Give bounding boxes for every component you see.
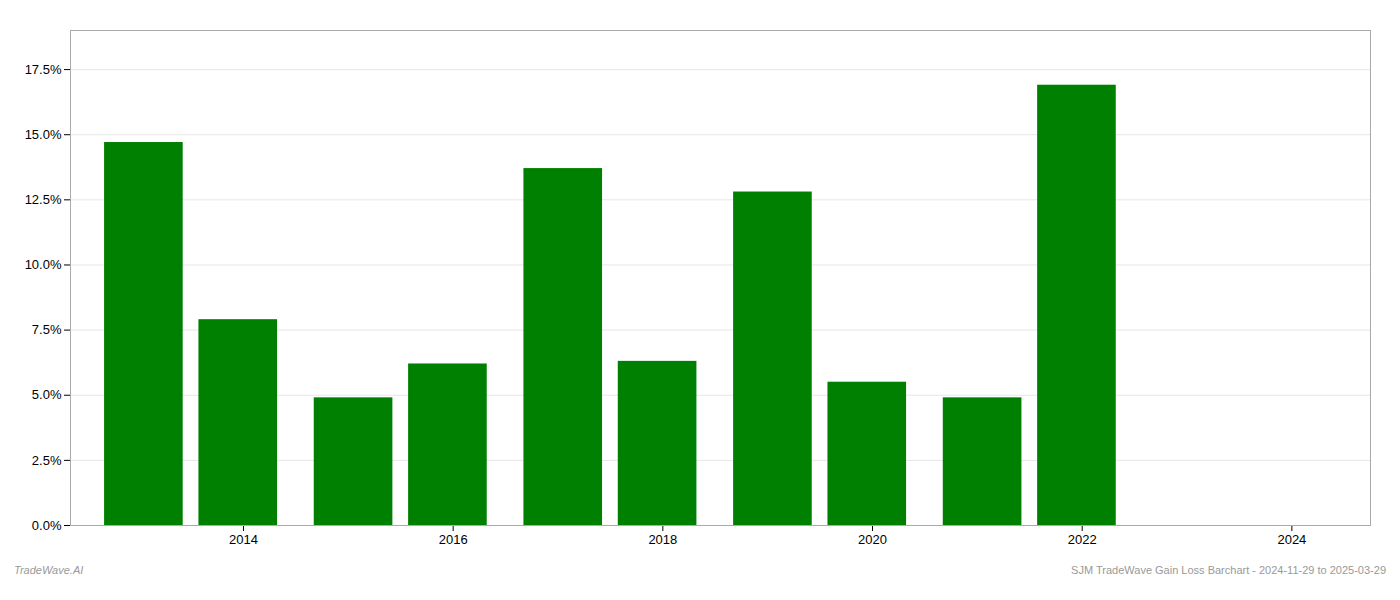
svg-text:0.0%: 0.0% bbox=[32, 518, 62, 533]
svg-text:5.0%: 5.0% bbox=[32, 387, 62, 402]
svg-text:7.5%: 7.5% bbox=[32, 322, 62, 337]
svg-text:12.5%: 12.5% bbox=[25, 192, 62, 207]
html-text:SJM TradeWave Gain Loss Barcha: SJM TradeWave Gain Loss Barchart - 2024-… bbox=[1071, 564, 1386, 576]
svg-text:17.5%: 17.5% bbox=[25, 62, 62, 77]
svg-text:2.5%: 2.5% bbox=[32, 453, 62, 468]
svg-text:10.0%: 10.0% bbox=[25, 257, 62, 272]
svg-text:2016: 2016 bbox=[439, 532, 468, 547]
svg-text:2024: 2024 bbox=[1277, 532, 1306, 547]
svg-text:15.0%: 15.0% bbox=[25, 127, 62, 142]
svg-text:2022: 2022 bbox=[1068, 532, 1097, 547]
svg-text:2018: 2018 bbox=[648, 532, 677, 547]
svg-text:2014: 2014 bbox=[229, 532, 258, 547]
html-text:TradeWave.AI: TradeWave.AI bbox=[14, 564, 84, 576]
svg-text:2020: 2020 bbox=[858, 532, 887, 547]
